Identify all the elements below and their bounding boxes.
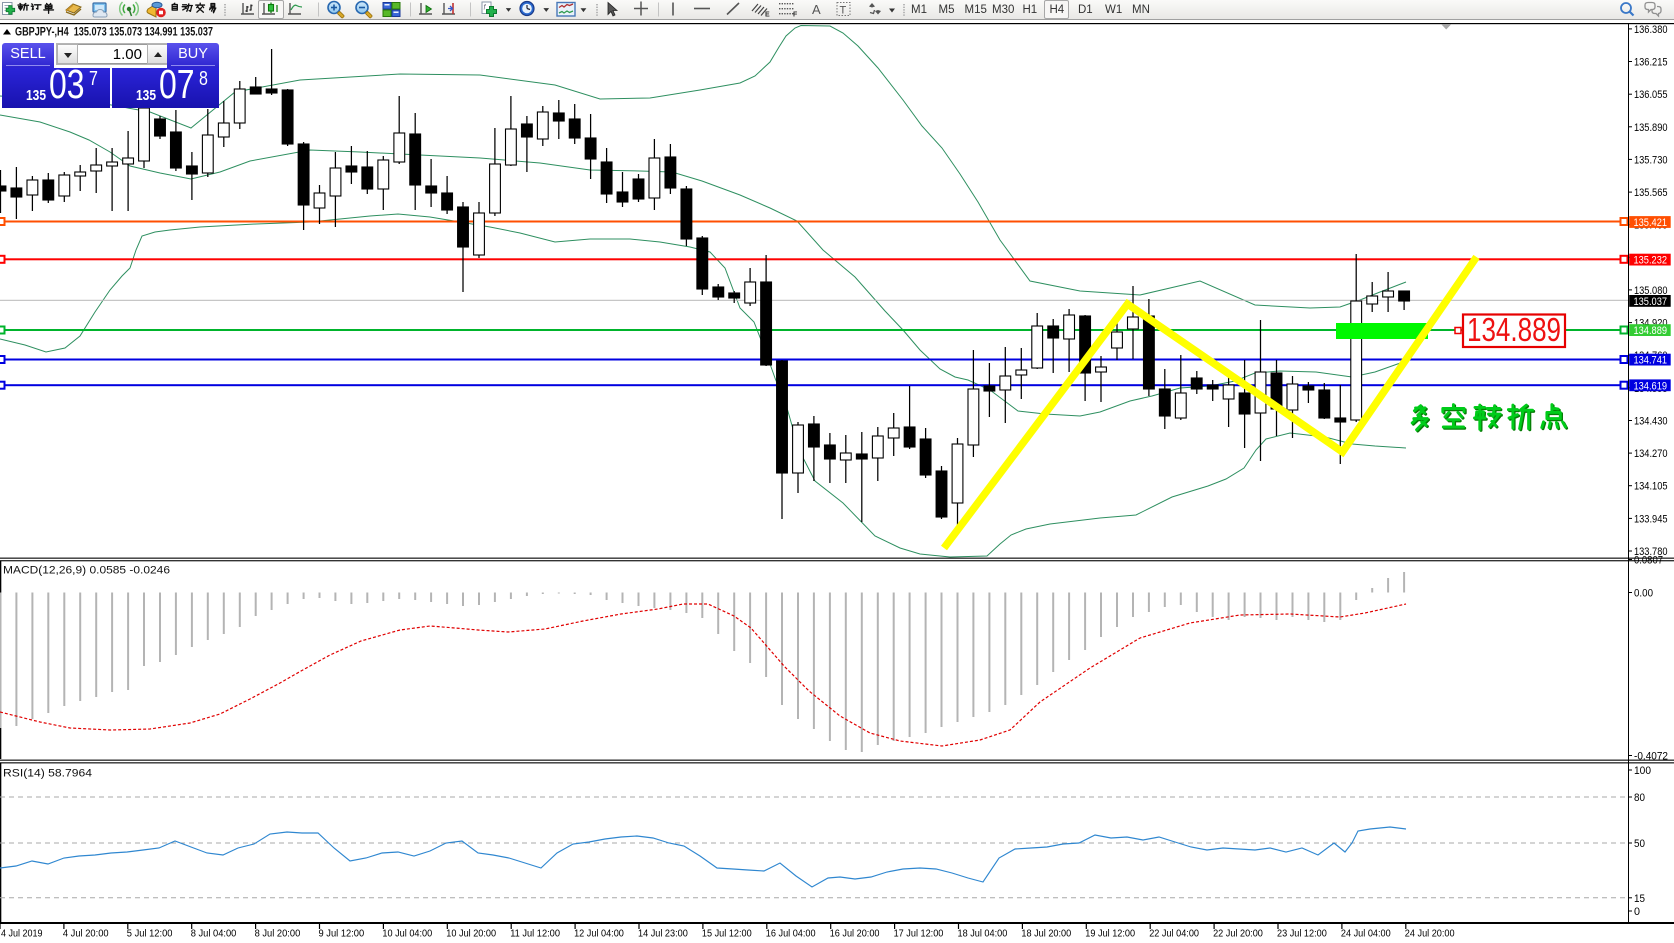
svg-text:135.421: 135.421: [1634, 217, 1668, 229]
svg-text:23 Jul 12:00: 23 Jul 12:00: [1277, 929, 1327, 940]
svg-text:14 Jul 23:00: 14 Jul 23:00: [638, 929, 688, 940]
svg-text:136.055: 136.055: [1634, 89, 1668, 101]
svg-text:9 Jul 12:00: 9 Jul 12:00: [319, 929, 365, 940]
svg-text:F: F: [793, 12, 798, 19]
svg-text:H4: H4: [1050, 4, 1065, 16]
svg-text:4 Jul 20:00: 4 Jul 20:00: [63, 929, 109, 940]
svg-text:136.215: 136.215: [1634, 57, 1668, 69]
svg-text:24 Jul 04:00: 24 Jul 04:00: [1341, 929, 1391, 940]
svg-text:134.270: 134.270: [1634, 448, 1668, 460]
svg-text:136.380: 136.380: [1634, 24, 1668, 36]
svg-text:15 Jul 12:00: 15 Jul 12:00: [702, 929, 752, 940]
svg-text:0.0807: 0.0807: [1634, 555, 1663, 567]
svg-text:24 Jul 20:00: 24 Jul 20:00: [1405, 929, 1455, 940]
svg-text:16 Jul 20:00: 16 Jul 20:00: [830, 929, 880, 940]
svg-text:80: 80: [1634, 792, 1645, 804]
svg-text:22 Jul 04:00: 22 Jul 04:00: [1149, 929, 1199, 940]
svg-text:A: A: [812, 2, 821, 17]
svg-text:134.430: 134.430: [1634, 416, 1668, 428]
svg-text:E: E: [765, 12, 770, 19]
svg-text:RSI(14) 58.7964: RSI(14) 58.7964: [3, 768, 92, 780]
svg-text:W1: W1: [1105, 4, 1122, 16]
svg-text:M5: M5: [939, 4, 955, 16]
svg-text:135.037: 135.037: [1634, 296, 1668, 308]
svg-text:134.105: 134.105: [1634, 481, 1668, 493]
svg-text:134.889: 134.889: [1634, 325, 1668, 337]
svg-text:M30: M30: [992, 4, 1014, 16]
svg-text:135.730: 135.730: [1634, 154, 1668, 166]
svg-text:10 Jul 04:00: 10 Jul 04:00: [382, 929, 432, 940]
svg-text:100: 100: [1634, 765, 1651, 777]
svg-text:18 Jul 20:00: 18 Jul 20:00: [1021, 929, 1071, 940]
svg-text:22 Jul 20:00: 22 Jul 20:00: [1213, 929, 1263, 940]
svg-text:135.565: 135.565: [1634, 187, 1668, 199]
svg-text:16 Jul 04:00: 16 Jul 04:00: [766, 929, 816, 940]
svg-text:135.890: 135.890: [1634, 122, 1668, 134]
svg-text:15: 15: [1634, 893, 1645, 905]
svg-text:19 Jul 12:00: 19 Jul 12:00: [1085, 929, 1135, 940]
svg-text:50: 50: [1634, 838, 1645, 850]
svg-text:4 Jul 2019: 4 Jul 2019: [1, 929, 43, 940]
svg-text:135.080: 135.080: [1634, 285, 1668, 297]
svg-text:12 Jul 04:00: 12 Jul 04:00: [574, 929, 624, 940]
svg-text:10 Jul 20:00: 10 Jul 20:00: [446, 929, 496, 940]
svg-text:18 Jul 04:00: 18 Jul 04:00: [958, 929, 1008, 940]
svg-text:0: 0: [1634, 906, 1640, 918]
svg-text:M15: M15: [965, 4, 987, 16]
svg-text:f: f: [484, 5, 487, 12]
svg-text:133.780: 133.780: [1634, 546, 1668, 558]
svg-text:GBPJPY-,H4 135.073 135.073 13: GBPJPY-,H4 135.073 135.073 134.991 135.0…: [15, 27, 213, 39]
svg-text:135.232: 135.232: [1634, 255, 1668, 267]
svg-text:11 Jul 12:00: 11 Jul 12:00: [510, 929, 560, 940]
svg-text:17 Jul 12:00: 17 Jul 12:00: [894, 929, 944, 940]
svg-text:8 Jul 04:00: 8 Jul 04:00: [191, 929, 237, 940]
svg-text:H1: H1: [1023, 4, 1038, 16]
svg-text:133.945: 133.945: [1634, 513, 1668, 525]
svg-text:134.741: 134.741: [1634, 355, 1668, 367]
svg-text:T: T: [840, 5, 847, 17]
svg-text:0.00: 0.00: [1634, 588, 1653, 600]
svg-text:134.619: 134.619: [1634, 380, 1668, 392]
svg-text:-0.4072: -0.4072: [1634, 751, 1668, 763]
svg-text:134.889: 134.889: [1467, 311, 1561, 348]
svg-text:8 Jul 20:00: 8 Jul 20:00: [255, 929, 301, 940]
svg-text:M1: M1: [911, 4, 927, 16]
svg-text:5 Jul 12:00: 5 Jul 12:00: [127, 929, 173, 940]
svg-text:MACD(12,26,9) 0.0585 -0.0246: MACD(12,26,9) 0.0585 -0.0246: [3, 565, 170, 577]
svg-text:D1: D1: [1078, 4, 1093, 16]
svg-text:MN: MN: [1132, 4, 1150, 16]
